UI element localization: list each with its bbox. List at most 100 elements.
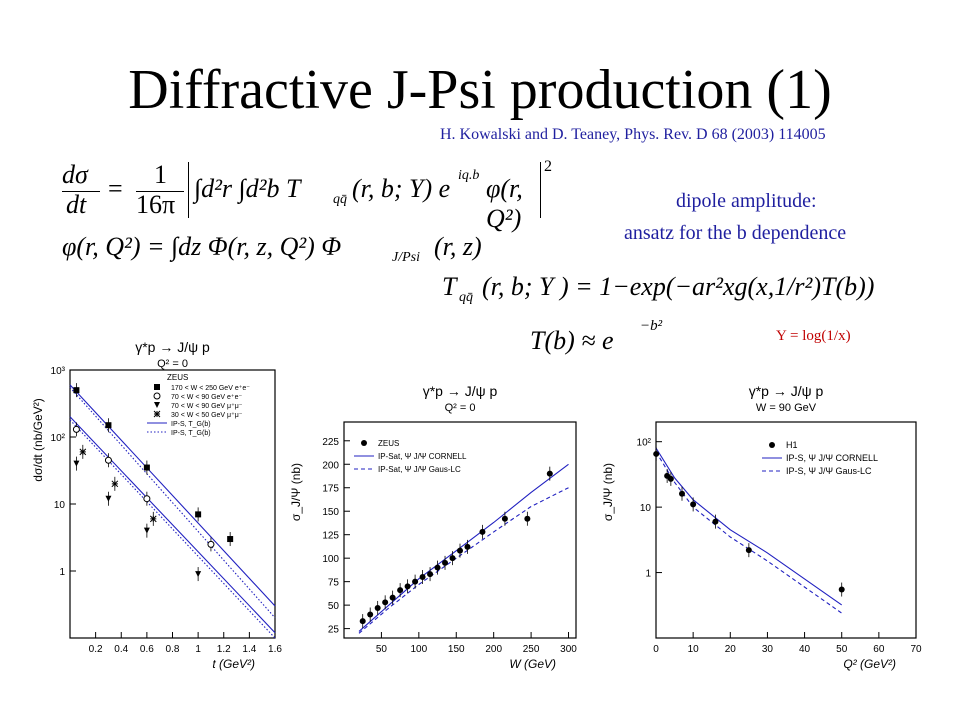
legend-marker [154, 384, 160, 390]
y-axis-label: σ_J/Ψ (nb) [289, 463, 303, 521]
data-point [195, 511, 202, 518]
data-point [667, 475, 674, 482]
chart-t-dependence: γ*p → J/ψ p Q² = 0 0.2 0.4 0.6 0.8 1 1.2 1.4 1.6 1… [31, 340, 282, 671]
abs-bar-left [188, 162, 189, 218]
theory-curve [69, 419, 276, 639]
equation-b-profile: T(b) ≈ e −b² [530, 318, 690, 366]
x-tick-label: 1.6 [268, 644, 282, 655]
data-point [143, 464, 150, 471]
x-tick-label: 40 [799, 644, 811, 655]
data-point [104, 456, 112, 464]
plot-frame [655, 421, 917, 639]
legend-label: 30 < W < 50 GeV μ⁺μ⁻ [171, 412, 243, 419]
plot-frame [69, 369, 276, 639]
chart-w-dependence: γ*p → J/ψ p Q² = 0 50 100 150 200 250 300 25 50 75… [289, 383, 577, 671]
y-tick-label: 175 [322, 484, 339, 495]
data-point [419, 573, 426, 580]
data-point [457, 547, 463, 554]
eq3-sub: qq̄ [459, 290, 473, 305]
eq2-lhs: φ(r, Q²) = ∫dz Φ(r, z, Q²) Φ [62, 232, 342, 261]
equation-wavefunction-overlap: φ(r, Q²) = ∫dz Φ(r, z, Q²) Φ J/Psi (r, z… [62, 232, 522, 272]
chart-subtitle: W = 90 GeV [756, 402, 817, 414]
x-tick-label: 0.8 [166, 644, 180, 655]
plot-frame [343, 421, 577, 639]
data-point [72, 425, 80, 433]
eq1-phi: φ(r, Q²) [486, 174, 523, 233]
legend-label: IP-S, T_G(b) [171, 421, 211, 428]
dipole-label: dipole amplitude: [676, 190, 817, 212]
eq1-square: 2 [544, 158, 552, 175]
legend-label: 70 < W < 90 GeV e⁺e⁻ [171, 394, 243, 401]
legend-marker [154, 402, 160, 408]
y-tick-label: 1 [645, 569, 651, 580]
legend-label: IP-S, T_G(b) [171, 430, 211, 437]
x-axis-label: t (GeV²) [212, 657, 255, 671]
x-tick-label: 0.2 [89, 644, 103, 655]
chart-subtitle: Q² = 0 [157, 358, 188, 370]
data-point [745, 547, 752, 554]
data-point [838, 586, 845, 593]
data-point [464, 543, 471, 550]
eq1-sub: qq̄ [333, 192, 347, 207]
y-axis-label: σ_J/Ψ (nb) [601, 463, 615, 521]
reference-citation: H. Kowalski and D. Teaney, Phys. Rev. D … [440, 126, 826, 143]
legend-marker [153, 410, 161, 418]
x-tick-label: 50 [836, 644, 848, 655]
x-tick-label: 250 [523, 644, 540, 655]
data-point [690, 501, 697, 508]
y-tick-label: 200 [322, 460, 339, 471]
legend-label: IP-Sat, Ψ J/Ψ CORNELL [378, 452, 467, 461]
y-tick-label: 100 [322, 554, 339, 565]
data-point [73, 460, 80, 467]
x-tick-label: 20 [725, 644, 737, 655]
y-tick-label: 10³ [51, 366, 66, 377]
legend-marker [769, 442, 775, 448]
legend-label: IP-Sat, Ψ J/Ψ Gaus-LC [378, 465, 461, 474]
eq1-tail: (r, b; Y) e [352, 174, 451, 203]
data-point [653, 450, 660, 457]
x-tick-label: 30 [762, 644, 774, 655]
data-point [404, 583, 411, 590]
data-point [374, 604, 381, 611]
data-point [195, 571, 202, 578]
data-point [367, 611, 374, 618]
fraction-bar [62, 191, 100, 192]
legend-marker [361, 440, 367, 446]
x-tick-label: 0.6 [140, 644, 154, 655]
y-tick-label: 50 [328, 601, 340, 612]
x-tick-label: 50 [376, 644, 388, 655]
data-point [105, 495, 112, 502]
data-point [679, 490, 685, 497]
theory-curve [358, 487, 569, 634]
data-point [449, 555, 456, 562]
legend-marker [153, 392, 161, 400]
data-point [105, 422, 112, 429]
eq2-sub: J/Psi [392, 250, 420, 265]
legend-label: 70 < W < 90 GeV μ⁺μ⁻ [171, 403, 243, 410]
chart-title: γ*p → J/ψ p [423, 383, 498, 399]
x-tick-label: 70 [910, 644, 922, 655]
eq1-exp: iq.b [458, 168, 480, 183]
data-point [79, 448, 87, 456]
theory-curve [69, 384, 276, 607]
data-point [149, 515, 157, 523]
x-tick-label: 200 [485, 644, 502, 655]
x-tick-label: 100 [410, 644, 427, 655]
fraction-bar [136, 191, 184, 192]
data-point [143, 527, 150, 534]
legend-header: ZEUS [167, 373, 188, 382]
data-point [382, 599, 389, 606]
y-tick-label: 125 [322, 531, 339, 542]
eq1-lhs-den: dt [66, 190, 87, 219]
y-tick-label: 150 [322, 507, 339, 518]
y-tick-label: 225 [322, 437, 339, 448]
data-point [143, 495, 151, 503]
legend-label: ZEUS [378, 439, 399, 448]
chart-title: γ*p → J/ψ p [749, 383, 824, 399]
data-point [227, 536, 234, 543]
eq3-T: T [442, 272, 457, 301]
data-point [501, 515, 508, 522]
y-tick-label: 25 [328, 625, 340, 636]
eq2-tail: (r, z) [434, 232, 482, 261]
y-tick-label: 75 [328, 578, 340, 589]
